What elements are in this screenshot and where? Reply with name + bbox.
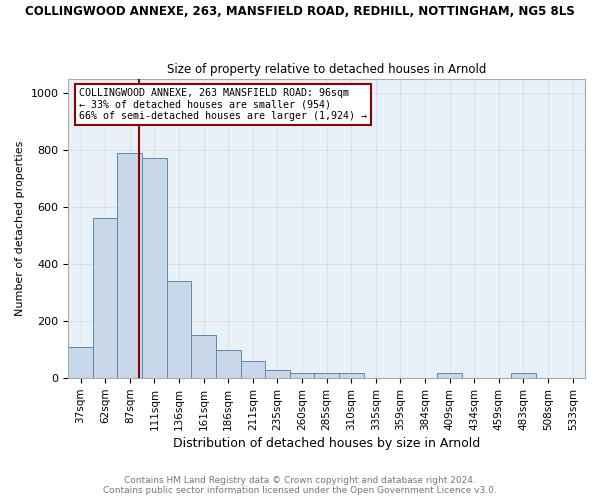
Title: Size of property relative to detached houses in Arnold: Size of property relative to detached ho… — [167, 63, 487, 76]
Text: Contains HM Land Registry data © Crown copyright and database right 2024.
Contai: Contains HM Land Registry data © Crown c… — [103, 476, 497, 495]
X-axis label: Distribution of detached houses by size in Arnold: Distribution of detached houses by size … — [173, 437, 480, 450]
Bar — [167, 281, 191, 378]
Bar — [314, 372, 339, 378]
Bar — [191, 336, 216, 378]
Bar — [118, 153, 142, 378]
Bar — [511, 372, 536, 378]
Text: COLLINGWOOD ANNEXE, 263, MANSFIELD ROAD, REDHILL, NOTTINGHAM, NG5 8LS: COLLINGWOOD ANNEXE, 263, MANSFIELD ROAD,… — [25, 5, 575, 18]
Bar — [241, 361, 265, 378]
Y-axis label: Number of detached properties: Number of detached properties — [15, 140, 25, 316]
Bar — [290, 372, 314, 378]
Bar — [142, 158, 167, 378]
Bar — [265, 370, 290, 378]
Bar — [216, 350, 241, 378]
Bar — [93, 218, 118, 378]
Text: COLLINGWOOD ANNEXE, 263 MANSFIELD ROAD: 96sqm
← 33% of detached houses are small: COLLINGWOOD ANNEXE, 263 MANSFIELD ROAD: … — [79, 88, 367, 120]
Bar — [339, 372, 364, 378]
Bar — [437, 372, 462, 378]
Bar — [68, 347, 93, 378]
